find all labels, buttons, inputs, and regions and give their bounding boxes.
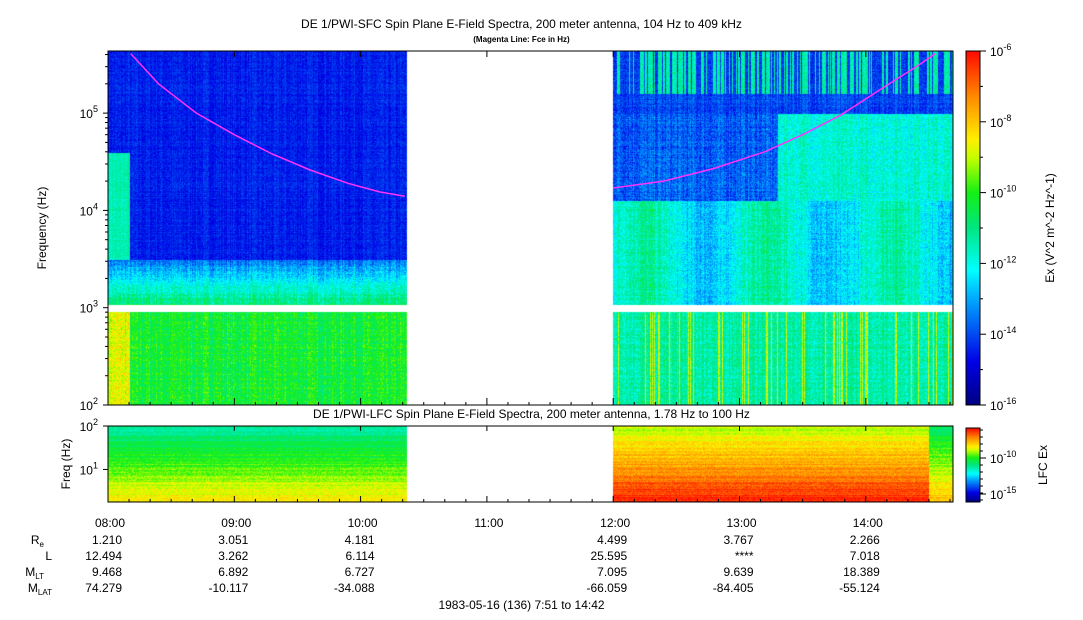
sfc-spectrogram xyxy=(108,51,953,405)
ephemeris-value: 9.468 xyxy=(92,565,122,579)
fce-line-1 xyxy=(613,52,936,189)
sfc-y-axis-label: Frequency (Hz) xyxy=(35,187,49,270)
lfc-colorbar-label: LFC Ex xyxy=(1036,445,1050,485)
lfc-colorbar-tick-label: 10-10 xyxy=(990,449,1016,466)
fce-line-0 xyxy=(130,53,405,197)
ephemeris-value: 6.892 xyxy=(218,565,248,579)
top-panel-title: DE 1/PWI-SFC Spin Plane E-Field Spectra,… xyxy=(301,17,742,31)
y-tick-label: 102 xyxy=(80,396,98,413)
sfc-colorbar xyxy=(966,51,980,405)
ephemeris-value: 1.210 xyxy=(92,533,122,547)
ephemeris-value: -10.117 xyxy=(208,581,248,595)
sfc-plot-frame xyxy=(107,50,954,406)
ephemeris-value: 6.727 xyxy=(345,565,375,579)
colorbar-frame xyxy=(965,50,981,406)
ephemeris-value: 3.051 xyxy=(218,533,248,547)
time-range-caption: 1983-05-16 (136) 7:51 to 14:42 xyxy=(438,598,605,612)
colorbar-tick-label: 10-10 xyxy=(990,184,1016,201)
lfc-y-tick-label: 101 xyxy=(80,460,98,477)
x-tick-label: 10:00 xyxy=(348,516,378,530)
ephemeris-value: 7.095 xyxy=(597,565,627,579)
ephemeris-value: 74.279 xyxy=(85,581,122,595)
ephemeris-value: 18.389 xyxy=(843,565,880,579)
x-tick-label: 11:00 xyxy=(474,516,503,530)
colorbar-label: Ex (V^2 m^-2 Hz^-1) xyxy=(1043,173,1057,283)
y-tick-label: 104 xyxy=(80,201,98,218)
lfc-y-tick-label: 102 xyxy=(80,417,98,434)
ephemeris-value: 9.639 xyxy=(723,565,753,579)
lfc-colorbar xyxy=(966,428,980,502)
colorbar-tick-label: 10-14 xyxy=(990,325,1016,342)
y-tick-label: 103 xyxy=(80,299,98,316)
y-tick-label: 105 xyxy=(80,104,98,121)
ephemeris-value: -55.124 xyxy=(839,581,880,595)
colorbar-tick-label: 10-16 xyxy=(990,396,1016,413)
x-tick-label: 13:00 xyxy=(726,516,756,530)
lfc-plot-frame xyxy=(107,425,954,503)
ephemeris-row-label: MLT xyxy=(25,565,44,581)
lfc-colorbar-frame xyxy=(965,427,981,503)
x-tick-label: 08:00 xyxy=(95,516,125,530)
lfc-colorbar-tick-label: 10-15 xyxy=(990,485,1016,502)
lfc-spectrogram xyxy=(108,426,953,502)
colorbar-tick-label: 10-8 xyxy=(990,113,1011,130)
bottom-panel-title: DE 1/PWI-LFC Spin Plane E-Field Spectra,… xyxy=(313,407,750,421)
ephemeris-row-label: Re xyxy=(31,533,45,549)
colorbar-tick-label: 10-6 xyxy=(990,42,1011,59)
ephemeris-value: 4.181 xyxy=(345,533,375,547)
ephemeris-value: 7.018 xyxy=(850,549,880,563)
ephemeris-value: 6.114 xyxy=(345,549,374,563)
ephemeris-value: 3.262 xyxy=(218,549,248,563)
ephemeris-value: -84.405 xyxy=(713,581,754,595)
colorbar-tick-label: 10-12 xyxy=(990,254,1016,271)
ephemeris-value: -34.088 xyxy=(334,581,375,595)
top-panel-subtitle: (Magenta Line: Fce in Hz) xyxy=(473,35,570,44)
x-tick-label: 14:00 xyxy=(853,516,883,530)
x-tick-label: 12:00 xyxy=(600,516,630,530)
ephemeris-value: **** xyxy=(735,549,754,563)
x-tick-label: 09:00 xyxy=(221,516,251,530)
ephemeris-value: 3.767 xyxy=(723,533,753,547)
ephemeris-value: -66.059 xyxy=(586,581,627,595)
ephemeris-row-label: MLAT xyxy=(28,581,52,597)
ephemeris-row-label: L xyxy=(45,549,52,563)
ephemeris-value: 25.595 xyxy=(590,549,627,563)
ephemeris-value: 2.266 xyxy=(850,533,880,547)
ephemeris-value: 4.499 xyxy=(597,533,627,547)
ephemeris-value: 12.494 xyxy=(85,549,122,563)
lfc-y-axis-label: Freq (Hz) xyxy=(59,439,73,490)
